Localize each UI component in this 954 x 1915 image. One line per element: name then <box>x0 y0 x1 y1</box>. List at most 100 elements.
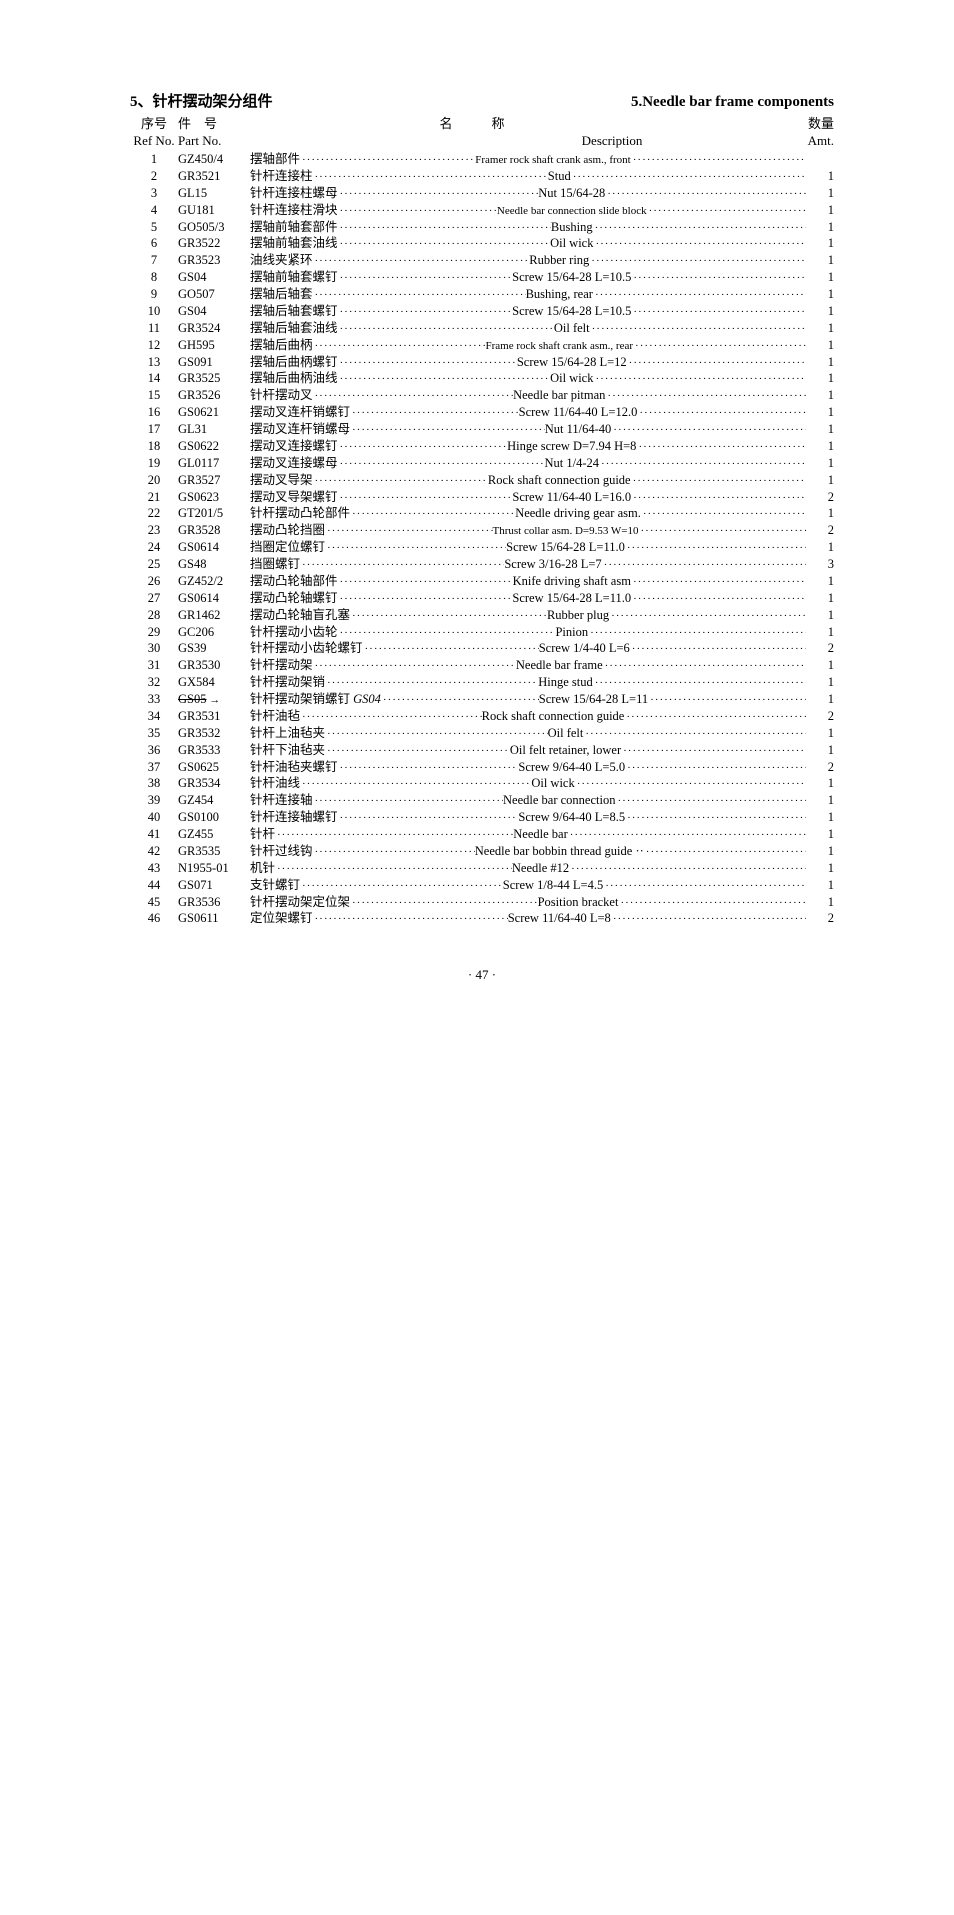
table-row: 27GS0614摆动凸轮轴螺钉·························… <box>130 590 834 607</box>
leader-dots: ········································… <box>325 744 510 759</box>
name-chinese: 摆动叉连接螺母 <box>250 455 338 472</box>
description: Oil felt <box>554 320 590 337</box>
amount: 3 <box>806 556 834 573</box>
amount: 1 <box>806 202 834 219</box>
name-chinese: 摆动叉连杆销螺钉 <box>250 404 350 421</box>
leader-dots: ········································… <box>647 204 806 219</box>
leader-dots: ········································… <box>313 659 516 674</box>
description: Bushing <box>551 219 593 236</box>
part-no: GS0621 <box>178 404 250 421</box>
description: Framer rock shaft crank asm., front <box>475 153 630 168</box>
description: Needle bar <box>513 826 567 843</box>
table-row: 25GS48挡圈螺钉······························… <box>130 556 834 573</box>
leader-dots: ········································… <box>631 592 806 607</box>
ref-no: 17 <box>130 421 178 438</box>
name-chinese: 摆轴部件 <box>250 151 300 168</box>
leader-dots: ········································… <box>593 676 806 691</box>
name-chinese: 摆动凸轮挡圈 <box>250 522 325 539</box>
name-chinese: 针杆摆动凸轮部件 <box>250 505 350 522</box>
leader-dots: ········································… <box>338 626 556 641</box>
leader-dots: ········································… <box>338 440 508 455</box>
leader-dots: ········································… <box>338 356 517 371</box>
amount: 1 <box>806 286 834 303</box>
leader-dots: ········································… <box>300 879 503 894</box>
amount: 1 <box>806 421 834 438</box>
part-no: GS0614 <box>178 590 250 607</box>
leader-dots: ········································… <box>300 153 475 168</box>
part-no: GT201/5 <box>178 505 250 522</box>
table-row: 8GS04摆轴前轴套螺钉····························… <box>130 269 834 286</box>
ref-no: 2 <box>130 168 178 185</box>
leader-dots: ········································… <box>625 541 806 556</box>
name-chinese: 支针螺钉 <box>250 877 300 894</box>
description: Needle bar connection <box>503 792 615 809</box>
leader-dots: ········································… <box>325 676 538 691</box>
ref-no: 30 <box>130 640 178 657</box>
part-no: GZ455 <box>178 826 250 843</box>
table-row: 11GR3524摆轴后轴套油线·························… <box>130 320 834 337</box>
name-chinese: 油线夹紧环 <box>250 252 313 269</box>
description: Position bracket <box>538 894 619 911</box>
table-row: 21GS0623摆动叉导架螺钉·························… <box>130 489 834 506</box>
leader-dots: ········································… <box>593 221 806 236</box>
table-row: 3GL15针杆连接柱螺母····························… <box>130 185 834 202</box>
part-no: GR3532 <box>178 725 250 742</box>
table-row: 39GZ454针杆连接轴····························… <box>130 792 834 809</box>
leader-dots: ········································… <box>313 254 530 269</box>
leader-dots: ········································… <box>603 659 806 674</box>
amount: 1 <box>806 354 834 371</box>
part-no: GR3526 <box>178 387 250 404</box>
amount: 1 <box>806 624 834 641</box>
description: Screw 15/64-28 L=11 <box>539 691 648 708</box>
leader-dots: ········································… <box>350 896 538 911</box>
leader-dots: ········································… <box>624 710 806 725</box>
leader-dots: ········································… <box>338 322 554 337</box>
ref-no: 24 <box>130 539 178 556</box>
part-no: GS0614 <box>178 539 250 556</box>
leader-dots: ········································… <box>602 558 806 573</box>
leader-dots: ········································… <box>338 457 545 472</box>
leader-dots: ········································… <box>603 879 806 894</box>
part-no: GR3531 <box>178 708 250 725</box>
ref-no: 32 <box>130 674 178 691</box>
leader-dots: ········································… <box>631 491 806 506</box>
amount: 2 <box>806 759 834 776</box>
ref-no: 16 <box>130 404 178 421</box>
leader-dots: ········································… <box>313 389 514 404</box>
ref-no: 34 <box>130 708 178 725</box>
part-no: GR3521 <box>178 168 250 185</box>
header-ref-en: Ref No. <box>130 133 178 149</box>
ref-no: 45 <box>130 894 178 911</box>
ref-no: 4 <box>130 202 178 219</box>
leader-dots: ········································… <box>569 862 806 877</box>
description: Screw 15/64-28 L=11.0 <box>512 590 631 607</box>
name-chinese: 摆轴后曲柄螺钉 <box>250 354 338 371</box>
name-chinese: 针杆上油毡夹 <box>250 725 325 742</box>
leader-dots: ········································… <box>325 727 548 742</box>
name-chinese: 摆动凸轮轴盲孔塞 <box>250 607 350 624</box>
table-row: 42GR3535针杆过线钩···························… <box>130 843 834 860</box>
table-row: 30GS39针杆摆动小齿轮螺钉·························… <box>130 640 834 657</box>
ref-no: 39 <box>130 792 178 809</box>
leader-dots: ········································… <box>338 204 497 219</box>
description: Screw 11/64-40 L=16.0 <box>512 489 631 506</box>
amount: 1 <box>806 573 834 590</box>
ref-no: 36 <box>130 742 178 759</box>
part-no: GH595 <box>178 337 250 354</box>
title-chinese: 5、针杆摆动架分组件 <box>130 90 273 111</box>
name-chinese: 摆轴后轴套油线 <box>250 320 338 337</box>
table-row: 13GS091摆轴后曲柄螺钉··························… <box>130 354 834 371</box>
amount: 1 <box>806 894 834 911</box>
table-row: 33GS05 →针杆摆动架销螺钉 GS04···················… <box>130 691 834 708</box>
name-chinese: 挡圈定位螺钉 <box>250 539 325 556</box>
name-chinese: 针杆摆动叉 <box>250 387 313 404</box>
name-chinese: 针杆 <box>250 826 275 843</box>
table-row: 34GR3531针杆油毡····························… <box>130 708 834 725</box>
leader-dots: ········································… <box>275 828 513 843</box>
amount: 1 <box>806 590 834 607</box>
name-chinese: 摆动叉导架螺钉 <box>250 489 338 506</box>
description: Screw 15/64-28 L=11.0 <box>506 539 625 556</box>
name-chinese: 摆动凸轮轴部件 <box>250 573 338 590</box>
leader-dots: ········································… <box>313 912 508 927</box>
leader-dots: ········································… <box>300 558 504 573</box>
